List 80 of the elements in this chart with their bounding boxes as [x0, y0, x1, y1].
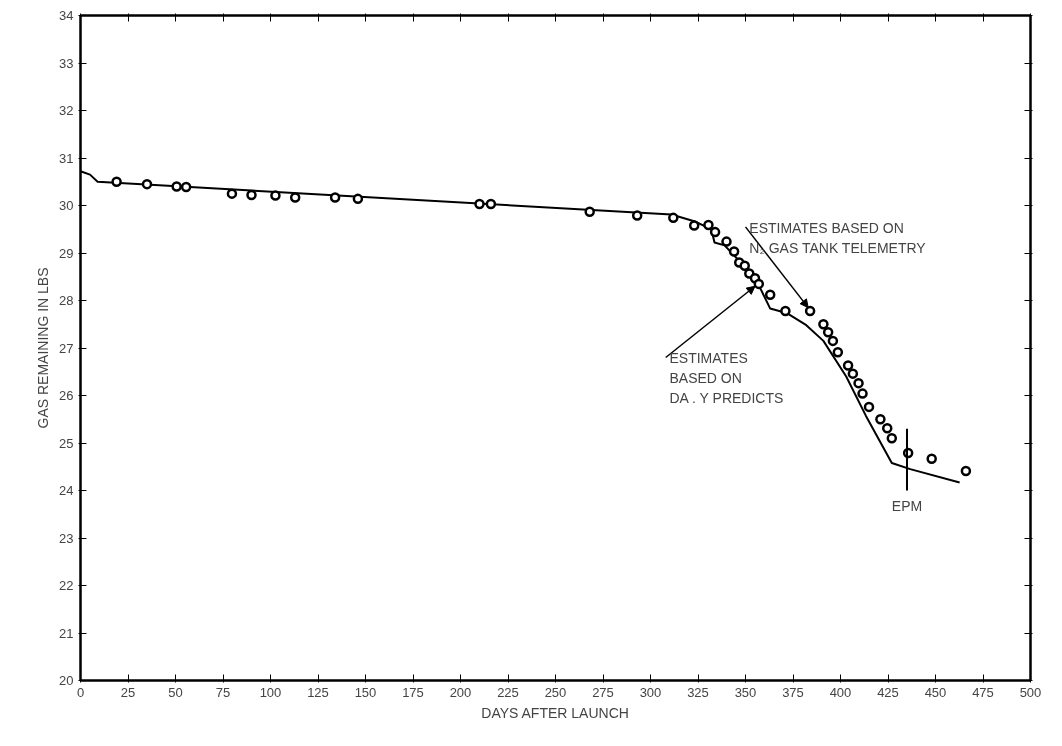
- y-tick-label: 30: [59, 198, 74, 213]
- ref-line-label: EPM: [891, 497, 923, 514]
- point: [842, 360, 854, 371]
- x-tick-label: 475: [972, 684, 994, 700]
- point: [926, 453, 937, 464]
- point: [827, 335, 839, 347]
- point: [721, 236, 732, 247]
- point: [289, 192, 301, 203]
- point: [960, 465, 972, 477]
- point: [881, 423, 893, 434]
- x-tick-label: 450: [924, 684, 947, 700]
- point: [863, 401, 875, 413]
- x-tick-label: 325: [687, 684, 709, 700]
- point: [857, 388, 868, 399]
- x-tick-label: 25: [120, 684, 136, 700]
- point: [709, 226, 721, 238]
- point: [329, 192, 341, 203]
- point: [584, 206, 595, 217]
- point: [853, 377, 864, 389]
- y-tick-label: 23: [59, 530, 74, 546]
- annotation: ESTIMATES BASED ON N₂ GAS TANK TELEMETRY: [749, 219, 927, 256]
- x-tick-label: 125: [307, 684, 329, 700]
- y-tick-label: 24: [59, 483, 74, 498]
- point: [822, 327, 834, 338]
- x-tick-label: 250: [544, 684, 567, 700]
- point: [804, 305, 816, 317]
- x-tick-label: 225: [497, 684, 519, 700]
- x-axis-title: DAYS AFTER LAUNCH: [481, 704, 629, 721]
- y-tick-label: 34: [59, 8, 74, 23]
- x-tick-label: 300: [639, 684, 662, 700]
- x-tick-label: 75: [215, 684, 231, 700]
- x-tick-label: 275: [592, 684, 614, 700]
- point: [226, 188, 238, 199]
- point: [875, 414, 886, 425]
- point: [832, 347, 844, 358]
- y-tick-label: 26: [59, 388, 74, 403]
- point: [753, 278, 765, 290]
- x-tick-label: 375: [782, 684, 804, 700]
- point: [668, 212, 679, 224]
- point: [886, 433, 898, 444]
- x-tick-label: 350: [734, 684, 757, 700]
- y-tick-label: 29: [59, 245, 74, 261]
- point: [246, 189, 257, 201]
- point: [111, 176, 122, 187]
- x-tick-label: 500: [1019, 684, 1042, 700]
- y-tick-label: 33: [59, 55, 74, 71]
- y-tick-label: 21: [59, 625, 74, 641]
- point: [688, 220, 700, 231]
- y-tick-label: 22: [59, 578, 74, 593]
- point: [180, 181, 192, 193]
- point: [818, 319, 829, 330]
- x-tick-label: 425: [877, 684, 899, 700]
- y-tick-label: 31: [59, 150, 74, 166]
- y-tick-label: 28: [59, 293, 74, 308]
- point: [631, 210, 643, 221]
- y-tick-label: 25: [59, 435, 74, 451]
- x-tick-label: 150: [354, 684, 377, 700]
- point: [474, 198, 485, 210]
- point: [485, 198, 497, 210]
- y-axis-title: GAS REMAINING IN LBS: [35, 267, 52, 429]
- point: [352, 193, 364, 205]
- y-tick-label: 20: [59, 673, 74, 688]
- x-tick-label: 100: [259, 684, 282, 700]
- y-tick-label: 27: [59, 340, 74, 356]
- point: [141, 178, 153, 190]
- point: [847, 368, 859, 379]
- x-tick-label: 0: [76, 684, 85, 700]
- x-tick-label: 200: [449, 684, 472, 700]
- x-tick-label: 50: [168, 684, 183, 700]
- x-tick-label: 175: [402, 684, 424, 700]
- point: [270, 190, 281, 201]
- point: [171, 181, 182, 192]
- annotation: ESTIMATES BASED ON DA . Y PREDICTS: [669, 350, 784, 407]
- point: [764, 289, 776, 301]
- y-tick-label: 32: [59, 103, 74, 118]
- point: [780, 305, 791, 317]
- x-tick-label: 400: [829, 684, 852, 700]
- point: [728, 246, 740, 257]
- point: [703, 219, 714, 231]
- point: [739, 260, 750, 272]
